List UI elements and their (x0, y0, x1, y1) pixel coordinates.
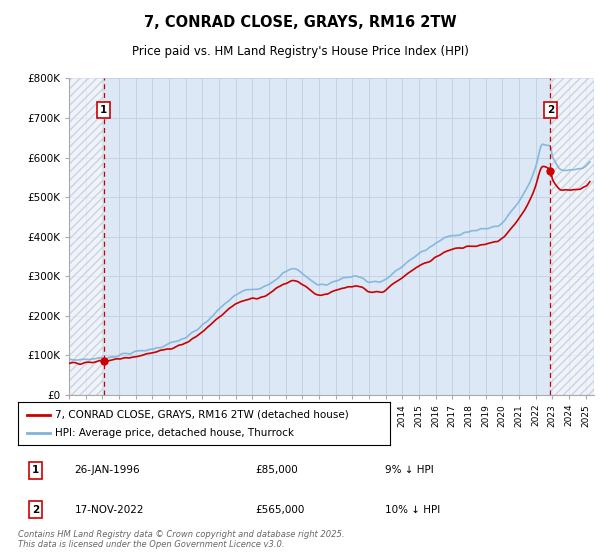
Text: HPI: Average price, detached house, Thurrock: HPI: Average price, detached house, Thur… (55, 428, 294, 438)
Text: 2: 2 (547, 105, 554, 115)
Text: 1: 1 (32, 465, 40, 475)
Text: 17-NOV-2022: 17-NOV-2022 (74, 505, 144, 515)
Text: Price paid vs. HM Land Registry's House Price Index (HPI): Price paid vs. HM Land Registry's House … (131, 45, 469, 58)
Text: 7, CONRAD CLOSE, GRAYS, RM16 2TW (detached house): 7, CONRAD CLOSE, GRAYS, RM16 2TW (detach… (55, 409, 349, 419)
Bar (550, 78, 594, 395)
Text: £85,000: £85,000 (255, 465, 298, 475)
Text: 9% ↓ HPI: 9% ↓ HPI (385, 465, 433, 475)
Text: 10% ↓ HPI: 10% ↓ HPI (385, 505, 440, 515)
Text: £565,000: £565,000 (255, 505, 304, 515)
Text: 2: 2 (32, 505, 40, 515)
Bar (69, 78, 103, 395)
Text: 7, CONRAD CLOSE, GRAYS, RM16 2TW: 7, CONRAD CLOSE, GRAYS, RM16 2TW (143, 15, 457, 30)
Text: 1: 1 (100, 105, 107, 115)
Text: Contains HM Land Registry data © Crown copyright and database right 2025.
This d: Contains HM Land Registry data © Crown c… (18, 530, 344, 549)
Text: 26-JAN-1996: 26-JAN-1996 (74, 465, 140, 475)
